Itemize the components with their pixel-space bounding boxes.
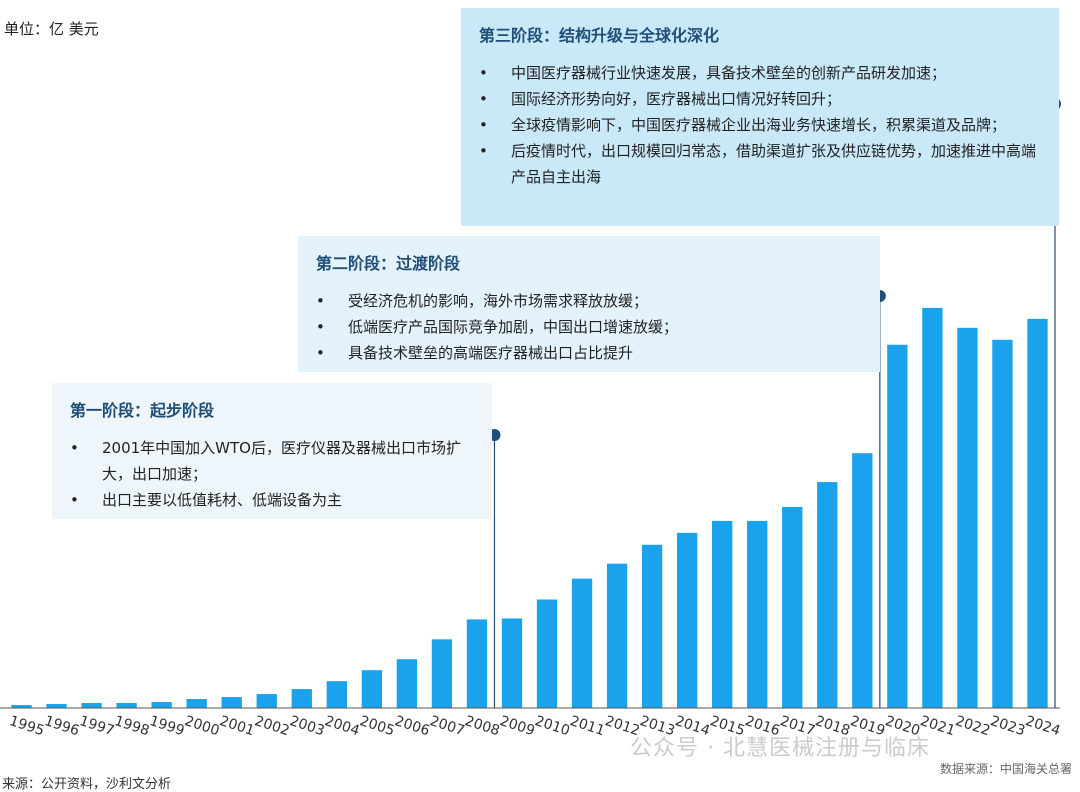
phase-2-bullets: 受经济危机的影响，海外市场需求释放放缓； 低端医疗产品国际竞争加剧，中国出口增速…: [316, 288, 862, 366]
bar-2006: [396, 659, 418, 708]
bar-2022: [957, 327, 978, 708]
bar-2011: [571, 578, 593, 708]
bar-2020: [887, 344, 908, 708]
phase-3-box: 第三阶段：结构升级与全球化深化 中国医疗器械行业快速发展，具备技术壁垒的创新产品…: [461, 8, 1059, 226]
phase-1-box: 第一阶段：起步阶段 2001年中国加入WTO后，医疗仪器及器械出口市场扩大，出口…: [52, 383, 492, 519]
bar-2014: [676, 532, 698, 708]
unit-label: 单位：亿 美元: [4, 20, 99, 38]
phase-1-title: 第一阶段：起步阶段: [70, 401, 215, 420]
bar-1995: [11, 705, 32, 708]
bar-2019: [852, 453, 873, 708]
bar-2018: [817, 482, 838, 708]
bar-1997: [81, 703, 102, 708]
x-tick-label: 2024: [1023, 713, 1062, 739]
x-tick-label: 2001: [218, 713, 257, 739]
x-tick-label: 2005: [358, 713, 397, 739]
watermark: 公众号 · 北慧医械注册与临床: [630, 736, 930, 761]
bar-2001: [221, 697, 242, 708]
x-tick-label: 2003: [288, 713, 327, 739]
bar-2007: [431, 639, 453, 708]
bar-2023: [992, 339, 1013, 708]
x-tick-label: 2011: [568, 713, 607, 739]
phase-2-bullet: 具备技术壁垒的高端医疗器械出口占比提升: [316, 340, 862, 366]
bar-1998: [116, 703, 137, 708]
phase-3-bullets: 中国医疗器械行业快速发展，具备技术壁垒的创新产品研发加速； 国际经济形势向好，医…: [479, 60, 1041, 190]
bar-2002: [256, 694, 277, 708]
bar-2012: [606, 563, 628, 708]
x-tick-label: 2000: [182, 713, 221, 739]
phase-2-bullet: 受经济危机的影响，海外市场需求释放放缓；: [316, 288, 862, 314]
bar-2017: [782, 506, 803, 708]
data-source: 数据来源：中国海关总署: [939, 762, 1072, 776]
phase-3-bullet: 后疫情时代，出口规模回归常态，借助渠道扩张及供应链优势，加速推进中高端产品自主出…: [479, 138, 1041, 190]
phase-3-title: 第三阶段：结构升级与全球化深化: [479, 26, 720, 45]
bar-2016: [747, 520, 768, 708]
phase-1-bullet: 2001年中国加入WTO后，医疗仪器及器械出口市场扩大，出口加速；: [70, 435, 474, 487]
phase-3-bullet: 全球疫情影响下，中国医疗器械企业出海业务快速增长，积累渠道及品牌；: [479, 112, 1041, 138]
bar-2024: [1027, 318, 1048, 708]
x-tick-label: 1996: [42, 713, 81, 739]
bar-2008: [466, 619, 488, 708]
phase-3-bullet: 中国医疗器械行业快速发展，具备技术壁垒的创新产品研发加速；: [479, 60, 1041, 86]
bar-1996: [46, 704, 67, 708]
phase-1-bullets: 2001年中国加入WTO后，医疗仪器及器械出口市场扩大，出口加速； 出口主要以低…: [70, 435, 474, 513]
bar-2004: [326, 681, 347, 708]
x-tick-label: 2022: [953, 713, 992, 739]
x-tick-label: 2008: [463, 713, 502, 739]
bar-2015: [712, 520, 733, 708]
x-tick-label: 1998: [112, 713, 151, 739]
x-tick-label: 2007: [428, 713, 467, 739]
x-tick-label: 1999: [147, 713, 186, 739]
bar-2003: [291, 689, 312, 708]
x-tick-label: 2009: [498, 713, 537, 739]
bar-2010: [536, 599, 558, 708]
x-tick-label: 2006: [393, 713, 432, 739]
bar-1999: [151, 702, 172, 708]
bar-2009: [501, 618, 523, 708]
source-note: 来源：公开资料，沙利文分析: [2, 777, 172, 792]
x-tick-label: 2023: [988, 713, 1027, 739]
phase-3-bullet: 国际经济形势向好，医疗器械出口情况好转回升；: [479, 86, 1041, 112]
bar-2021: [922, 307, 943, 708]
x-tick-label: 1997: [77, 713, 116, 739]
phase-2-bullet: 低端医疗产品国际竞争加剧，中国出口增速放缓；: [316, 314, 862, 340]
bar-2005: [361, 670, 383, 708]
x-tick-label: 2004: [323, 713, 362, 739]
bar-2000: [186, 699, 207, 708]
bar-2013: [641, 544, 663, 708]
phase-2-title: 第二阶段：过渡阶段: [316, 254, 461, 273]
phase-1-bullet: 出口主要以低值耗材、低端设备为主: [70, 487, 474, 513]
x-tick-label: 2010: [533, 713, 572, 739]
x-tick-label: 2002: [253, 713, 292, 739]
x-tick-label: 1995: [7, 713, 46, 739]
phase-2-box: 第二阶段：过渡阶段 受经济危机的影响，海外市场需求释放放缓； 低端医疗产品国际竞…: [298, 236, 880, 372]
